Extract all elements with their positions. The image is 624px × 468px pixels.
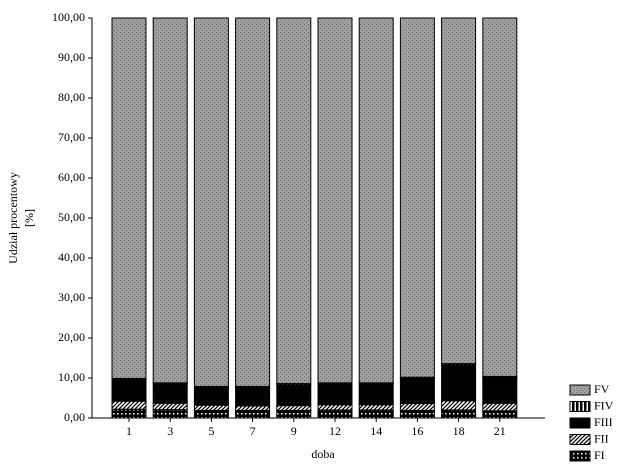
bar-segment bbox=[152, 17, 188, 384]
bar-segment bbox=[358, 404, 394, 411]
bar-segment bbox=[317, 17, 353, 384]
bar-segment bbox=[358, 383, 394, 406]
bar-segment bbox=[441, 409, 477, 419]
bar-segment bbox=[276, 17, 312, 385]
x-tick-label: 16 bbox=[411, 424, 423, 438]
y-tick-label: 20,00 bbox=[58, 330, 85, 344]
legend-swatch bbox=[569, 384, 591, 396]
bar-segment bbox=[111, 408, 147, 419]
legend-swatch bbox=[569, 450, 591, 462]
bar-segment bbox=[111, 379, 147, 402]
legend-label: FI bbox=[594, 448, 605, 462]
x-tick-label: 12 bbox=[329, 424, 341, 438]
bar-segment bbox=[441, 400, 477, 411]
bar-segment bbox=[235, 409, 271, 419]
legend-label: FII bbox=[594, 431, 609, 445]
x-tick-label: 5 bbox=[208, 424, 214, 438]
legend-label: FIII bbox=[594, 415, 613, 429]
bar-segment bbox=[441, 17, 477, 365]
y-tick-label: 70,00 bbox=[58, 130, 85, 144]
y-tick-label: 30,00 bbox=[58, 290, 85, 304]
bar-segment bbox=[399, 409, 435, 419]
bar-segment bbox=[441, 364, 477, 402]
bar-segment bbox=[193, 17, 229, 387]
bar-segment bbox=[152, 409, 188, 419]
bar-segment bbox=[399, 403, 435, 411]
y-tick-label: 80,00 bbox=[58, 90, 85, 104]
bar-segment bbox=[111, 400, 147, 410]
bar-segment bbox=[358, 17, 394, 384]
y-tick-label: 50,00 bbox=[58, 210, 85, 224]
bar-segment bbox=[317, 404, 353, 411]
y-tick-label: 0,00 bbox=[64, 410, 85, 424]
bar-segment bbox=[482, 410, 518, 419]
x-tick-label: 14 bbox=[370, 424, 382, 438]
x-axis-label: doba bbox=[311, 447, 335, 461]
bar-segment bbox=[152, 383, 188, 404]
x-tick-label: 7 bbox=[250, 424, 256, 438]
legend-swatch bbox=[569, 401, 591, 412]
bar-segment bbox=[482, 377, 518, 404]
x-tick-label: 21 bbox=[494, 424, 506, 438]
bar-segment bbox=[111, 17, 147, 379]
x-tick-label: 9 bbox=[291, 424, 297, 438]
y-tick-label: 40,00 bbox=[58, 250, 85, 264]
bar-segment bbox=[235, 17, 271, 387]
bar-segment bbox=[399, 377, 435, 405]
bar-segment bbox=[399, 17, 435, 378]
bar-segment bbox=[193, 387, 229, 406]
x-tick-label: 18 bbox=[453, 424, 465, 438]
y-axis-label: Udział procentowy [%] bbox=[6, 172, 36, 264]
x-tick-label: 1 bbox=[126, 424, 132, 438]
bar-segment bbox=[152, 402, 188, 411]
bar-segment bbox=[317, 409, 353, 419]
legend-swatch bbox=[569, 417, 591, 429]
bar-segment bbox=[193, 404, 229, 411]
bar-segment bbox=[193, 409, 229, 419]
bar-segment bbox=[358, 409, 394, 419]
bar-segment bbox=[317, 383, 353, 406]
legend-swatch bbox=[569, 434, 591, 445]
y-tick-label: 10,00 bbox=[58, 370, 85, 384]
bar-segment bbox=[482, 17, 518, 377]
legend-label: FIV bbox=[594, 398, 614, 412]
bar-segment bbox=[276, 405, 312, 411]
bar-segment bbox=[482, 402, 518, 412]
y-tick-label: 60,00 bbox=[58, 170, 85, 184]
x-tick-label: 3 bbox=[167, 424, 173, 438]
bar-segment bbox=[276, 384, 312, 407]
legend-label: FV bbox=[594, 382, 610, 396]
bar-segment bbox=[276, 409, 312, 419]
bar-segment bbox=[235, 405, 271, 411]
y-tick-label: 100,00 bbox=[52, 10, 85, 24]
bar-segment bbox=[235, 387, 271, 407]
y-tick-label: 90,00 bbox=[58, 50, 85, 64]
